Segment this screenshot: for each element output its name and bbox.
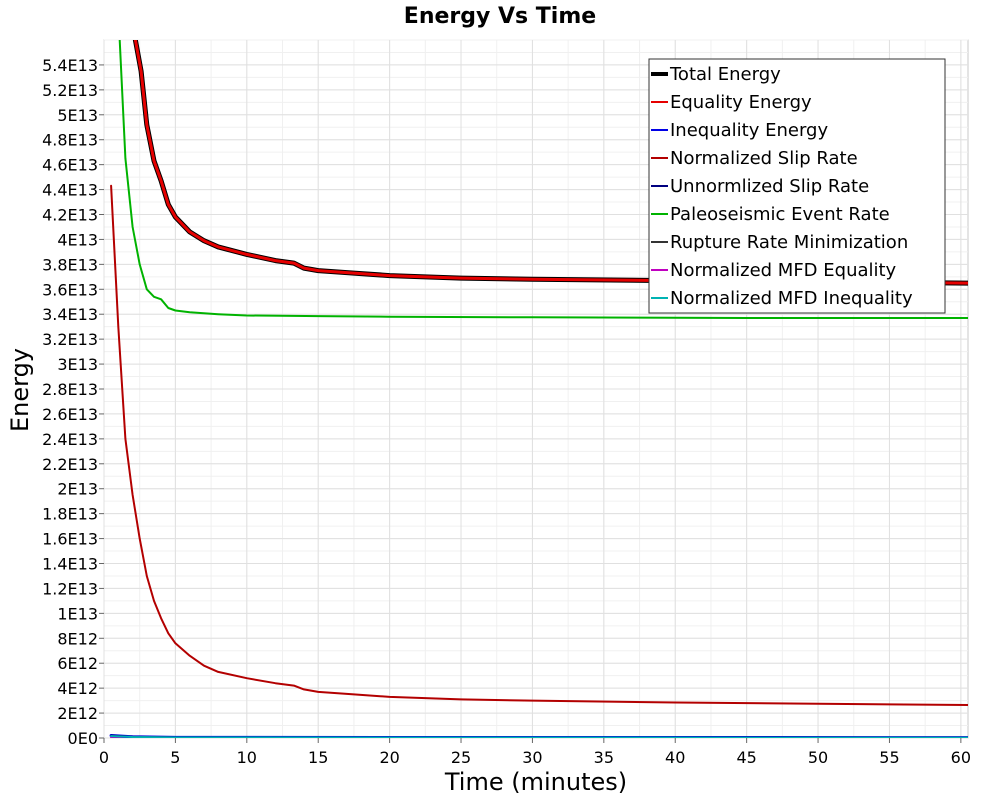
legend-label: Inequality Energy (670, 120, 828, 141)
legend-label: Paleoseismic Event Rate (670, 204, 890, 225)
y-tick-label: 1E13 (57, 604, 98, 623)
x-tick-label: 55 (879, 748, 899, 767)
y-tick-label: 3.6E13 (42, 280, 98, 299)
y-tick-label: 0E0 (68, 729, 98, 748)
y-tick-label: 3.8E13 (42, 255, 98, 274)
x-tick-label: 10 (237, 748, 257, 767)
x-tick-label: 60 (951, 748, 971, 767)
x-tick-label: 45 (736, 748, 756, 767)
grid-lines (103, 39, 968, 739)
y-tick-label: 2.4E13 (42, 430, 98, 449)
x-tick-label: 50 (808, 748, 828, 767)
y-tick-label: 1.8E13 (42, 505, 98, 524)
y-axis-title: Energy (6, 348, 34, 432)
y-tick-label: 4E13 (57, 230, 98, 249)
chart-title: Energy Vs Time (404, 4, 596, 29)
x-tick-label: 35 (594, 748, 614, 767)
y-tick-label: 2.2E13 (42, 455, 98, 474)
y-tick-label: 5.4E13 (42, 56, 98, 75)
y-tick-label: 1.6E13 (42, 530, 98, 549)
legend-label: Normalized MFD Equality (670, 260, 897, 281)
y-tick-label: 2.6E13 (42, 405, 98, 424)
x-tick-label: 40 (665, 748, 685, 767)
series-line-normalized-slip-rate (110, 184, 968, 706)
series-line-normalized-mfd-inequality (110, 735, 968, 738)
y-tick-label: 3.4E13 (42, 305, 98, 324)
series-line-equality-energy (133, 40, 968, 285)
x-axis-title: Time (minutes) (444, 768, 627, 796)
y-tick-label: 8E12 (57, 629, 98, 648)
series-line-paleoseismic-event-rate (118, 40, 968, 319)
y-tick-label: 4.6E13 (42, 156, 98, 175)
y-tick-label: 2E13 (57, 480, 98, 499)
x-tick-label: 5 (170, 748, 180, 767)
legend: Total Energy Equality Energy Inequality En… (648, 58, 946, 314)
legend-label: Normalized MFD Inequality (670, 288, 913, 309)
y-tick-label: 5E13 (57, 106, 98, 125)
y-tick-label: 1.4E13 (42, 555, 98, 574)
y-tick-label: 4.2E13 (42, 206, 98, 225)
x-tick-label: 25 (451, 748, 471, 767)
x-tick-label: 30 (522, 748, 542, 767)
x-tick-label: 15 (308, 748, 328, 767)
y-tick-label: 5.2E13 (42, 81, 98, 100)
x-tick-label: 20 (379, 748, 399, 767)
legend-label: Normalized Slip Rate (670, 148, 858, 169)
legend-label: Rupture Rate Minimization (670, 232, 908, 253)
axis-ticks: 0E0 2E12 4E12 6E12 8E12 1E13 1.2E13 1.4E13 1.6E1… (42, 56, 971, 767)
y-tick-label: 1.2E13 (42, 579, 98, 598)
legend-label: Unnormlized Slip Rate (670, 176, 869, 197)
y-tick-label: 4E12 (57, 679, 98, 698)
y-tick-label: 3.2E13 (42, 330, 98, 349)
legend-box (648, 58, 946, 314)
y-tick-label: 3E13 (57, 355, 98, 374)
y-tick-label: 4.4E13 (42, 181, 98, 200)
y-tick-label: 2E12 (57, 704, 98, 723)
series-lines (109, 40, 968, 738)
legend-label: Total Energy (669, 64, 781, 85)
y-tick-label: 4.8E13 (42, 131, 98, 150)
legend-label: Equality Energy (670, 92, 812, 113)
y-tick-label: 2.8E13 (42, 380, 98, 399)
y-tick-label: 6E12 (57, 654, 98, 673)
x-tick-label: 0 (99, 748, 109, 767)
